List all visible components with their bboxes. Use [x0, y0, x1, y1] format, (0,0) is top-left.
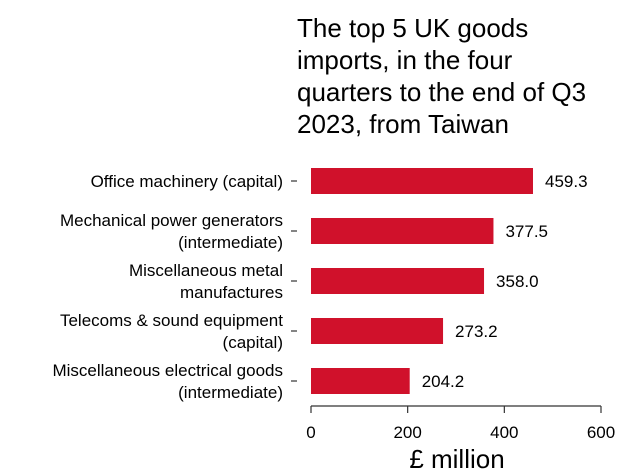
x-tick-label: 400	[490, 423, 518, 442]
value-labels: 459.3 377.5 358.0 273.2 204.2	[422, 172, 588, 391]
category-label: Telecoms & sound equipment	[60, 311, 283, 330]
x-axis-title: £ million	[409, 444, 504, 472]
value-label: 204.2	[422, 372, 465, 391]
category-label: (intermediate)	[178, 233, 283, 252]
category-label: (intermediate)	[178, 383, 283, 402]
x-tick-label: 600	[587, 423, 615, 442]
x-tick-label: 200	[393, 423, 421, 442]
bar	[311, 268, 485, 294]
bar	[311, 168, 533, 194]
x-tick-label: 0	[306, 423, 315, 442]
category-labels: Office machinery (capital) Mechanical pow…	[52, 172, 297, 402]
bars	[311, 168, 533, 394]
category-label: Miscellaneous metal	[129, 261, 283, 280]
category-label: Office machinery (capital)	[91, 172, 283, 191]
category-label: (capital)	[223, 333, 283, 352]
value-label: 377.5	[505, 222, 548, 241]
value-label: 273.2	[455, 322, 498, 341]
title-line: 2023, from Taiwan	[297, 109, 509, 139]
title-line: quarters to the end of Q3	[297, 77, 586, 107]
value-label: 459.3	[545, 172, 588, 191]
bar	[311, 368, 410, 394]
category-label: Miscellaneous electrical goods	[52, 361, 283, 380]
bar	[311, 218, 494, 244]
title-line: The top 5 UK goods	[297, 13, 528, 43]
x-axis: 0 200 400 600	[306, 405, 615, 442]
title-line: imports, in the four	[297, 45, 513, 75]
value-label: 358.0	[496, 272, 539, 291]
bar	[311, 318, 444, 344]
category-label: Mechanical power generators	[60, 211, 283, 230]
category-label: manufactures	[180, 283, 283, 302]
